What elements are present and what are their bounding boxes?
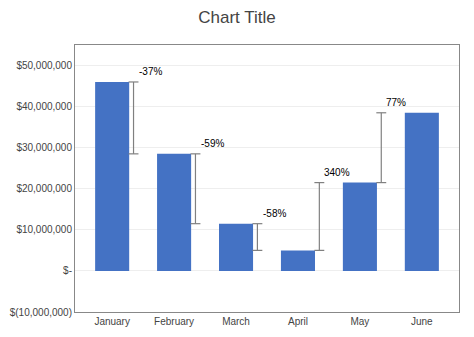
svg-text:-59%: -59% xyxy=(201,138,224,149)
svg-text:$(10,000,000): $(10,000,000) xyxy=(10,307,72,318)
svg-text:$50,000,000: $50,000,000 xyxy=(16,60,72,71)
svg-text:-58%: -58% xyxy=(263,208,286,219)
svg-text:$40,000,000: $40,000,000 xyxy=(16,101,72,112)
svg-text:March: March xyxy=(222,316,250,327)
svg-text:Chart Title: Chart Title xyxy=(198,8,275,27)
svg-text:77%: 77% xyxy=(386,97,406,108)
svg-text:May: May xyxy=(350,316,369,327)
svg-text:340%: 340% xyxy=(324,167,350,178)
svg-text:January: January xyxy=(94,316,130,327)
svg-text:$10,000,000: $10,000,000 xyxy=(16,224,72,235)
svg-text:June: June xyxy=(411,316,433,327)
svg-text:February: February xyxy=(154,316,194,327)
svg-text:-37%: -37% xyxy=(139,66,162,77)
svg-text:$20,000,000: $20,000,000 xyxy=(16,183,72,194)
svg-text:April: April xyxy=(288,316,308,327)
svg-text:$30,000,000: $30,000,000 xyxy=(16,142,72,153)
svg-text:$-: $- xyxy=(63,265,72,276)
